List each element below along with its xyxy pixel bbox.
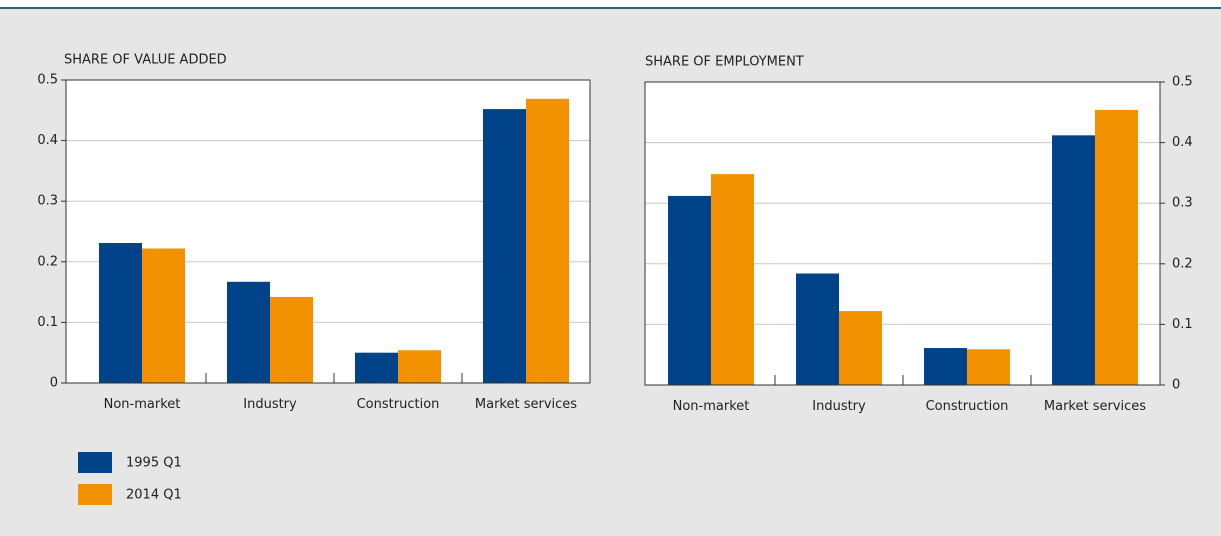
bar — [796, 273, 839, 385]
bar — [924, 348, 967, 385]
chart-title: SHARE OF EMPLOYMENT — [645, 55, 804, 70]
legend-label: 2014 Q1 — [126, 488, 182, 503]
y-tick-label: 0.5 — [37, 73, 58, 88]
x-tick-label: Market services — [474, 397, 578, 412]
y-tick-label: 0.4 — [37, 133, 58, 148]
legend-swatch — [78, 484, 112, 505]
bar — [270, 296, 313, 383]
bar — [227, 281, 270, 383]
x-tick-label: Construction — [925, 399, 1009, 414]
y-tick-label: 0.3 — [37, 194, 58, 209]
bar — [99, 243, 142, 383]
bar — [839, 311, 882, 385]
y-tick-label: 0.2 — [37, 254, 58, 269]
y-tick-label: 0.2 — [1172, 256, 1193, 271]
y-tick-label: 0.3 — [1172, 196, 1193, 211]
chart-title: SHARE OF VALUE ADDED — [64, 53, 227, 68]
bar — [526, 98, 569, 383]
bar — [1095, 109, 1138, 385]
bar — [483, 109, 526, 383]
legend-label: 1995 Q1 — [126, 456, 182, 471]
legend-swatch — [78, 452, 112, 473]
bar — [711, 174, 754, 385]
x-tick-label: Market services — [1043, 399, 1147, 414]
plot-frame — [644, 81, 1161, 386]
bar — [1052, 135, 1095, 385]
bar — [355, 352, 398, 383]
y-tick-label: 0.4 — [1172, 135, 1193, 150]
x-tick-label: Non-market — [672, 399, 750, 414]
bar — [398, 350, 441, 383]
x-tick-label: Industry — [812, 399, 866, 414]
y-tick-label: 0 — [1172, 378, 1180, 393]
y-tick-label: 0 — [50, 376, 58, 391]
x-tick-label: Industry — [243, 397, 297, 412]
y-tick-label: 0.1 — [1172, 317, 1193, 332]
plot-frame — [65, 79, 591, 384]
bar — [668, 195, 711, 385]
y-tick-label: 0.5 — [1172, 75, 1193, 90]
x-tick-label: Non-market — [103, 397, 181, 412]
bar — [142, 248, 185, 383]
bar — [967, 349, 1010, 385]
y-tick-label: 0.1 — [37, 315, 58, 330]
x-tick-label: Construction — [356, 397, 440, 412]
